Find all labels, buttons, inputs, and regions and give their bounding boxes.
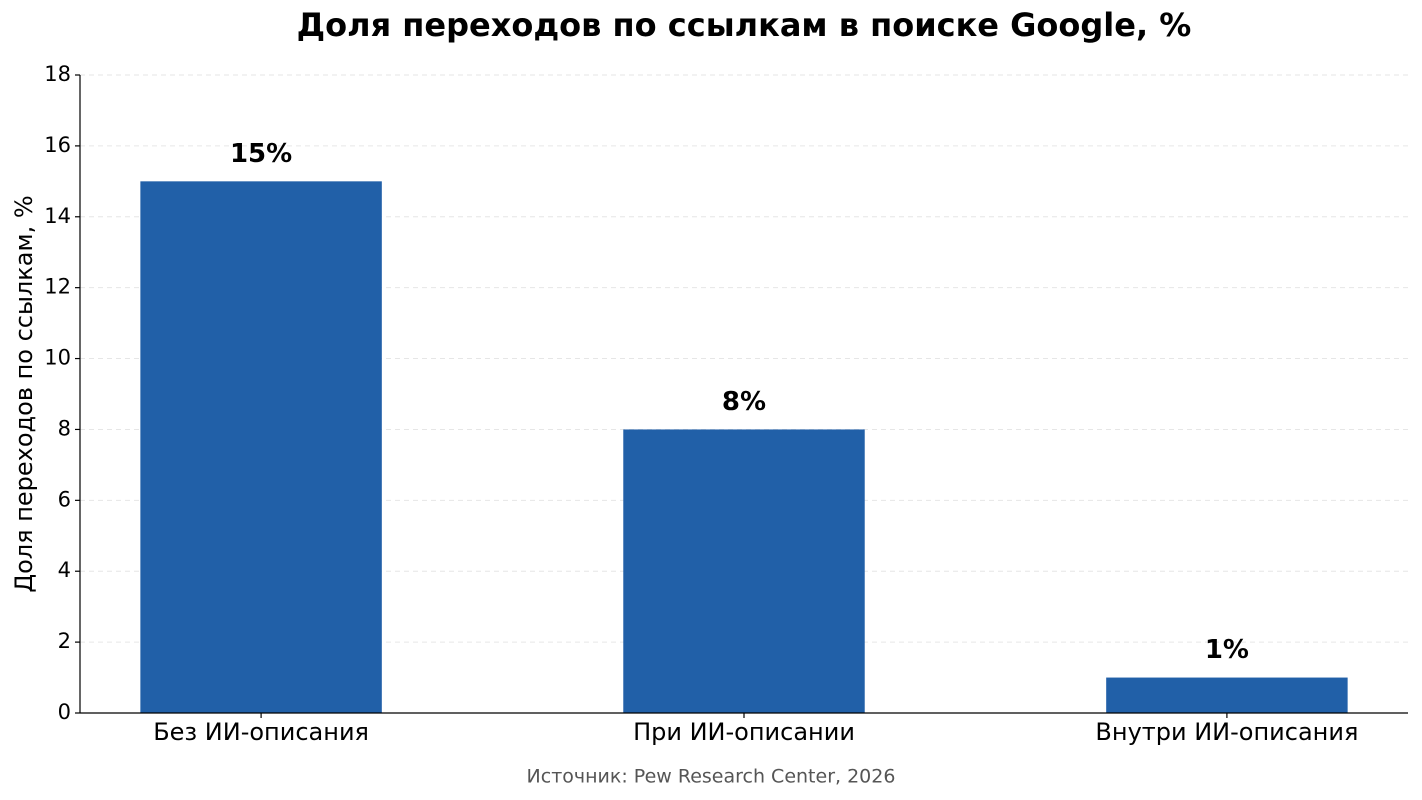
y-tick-label: 2 xyxy=(58,629,71,653)
value-label: 15% xyxy=(230,139,292,169)
x-tick-label: Без ИИ-описания xyxy=(153,718,369,746)
y-tick-label: 14 xyxy=(44,204,71,228)
y-tick-label: 6 xyxy=(58,487,71,511)
bar xyxy=(623,429,865,713)
y-axis-label: Доля переходов по ссылкам, % xyxy=(10,195,38,592)
value-label: 1% xyxy=(1205,635,1249,665)
value-label: 8% xyxy=(722,387,766,417)
bar xyxy=(1106,677,1348,713)
x-tick-label: При ИИ-описании xyxy=(633,718,855,746)
source-note: Источник: Pew Research Center, 2026 xyxy=(527,766,896,788)
y-tick-label: 16 xyxy=(44,133,71,157)
y-tick-label: 12 xyxy=(44,275,71,299)
y-tick-label: 18 xyxy=(44,62,71,86)
x-tick-label: Внутри ИИ-описания xyxy=(1095,718,1358,746)
bar xyxy=(140,181,382,714)
y-tick-label: 0 xyxy=(58,700,71,724)
y-tick-label: 4 xyxy=(58,558,71,582)
chart-title: Доля переходов по ссылкам в поиске Googl… xyxy=(297,6,1192,44)
y-tick-label: 8 xyxy=(58,416,71,440)
y-tick-label: 10 xyxy=(44,346,71,370)
